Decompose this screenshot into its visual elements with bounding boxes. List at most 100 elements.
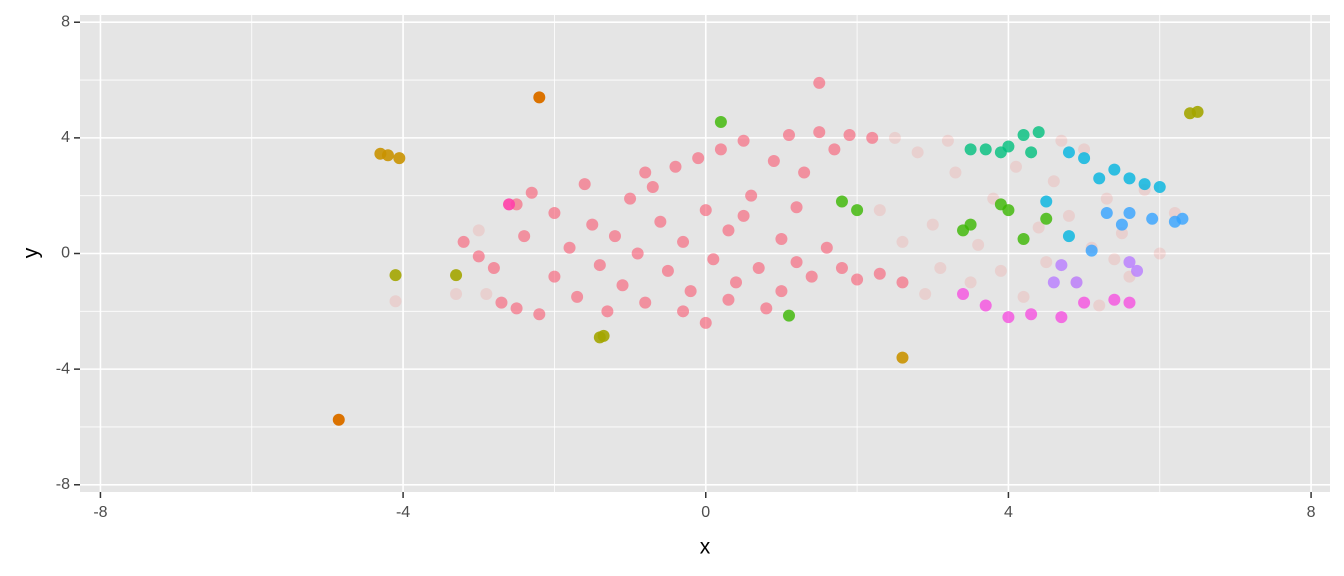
point — [896, 276, 909, 289]
y-tick-label: 4 — [61, 129, 70, 146]
point — [737, 209, 750, 222]
point — [1123, 207, 1136, 220]
point — [389, 269, 402, 282]
point — [1123, 172, 1136, 185]
point — [1055, 311, 1068, 324]
point — [722, 293, 735, 306]
point — [1017, 128, 1030, 141]
point — [722, 224, 735, 237]
point — [714, 143, 727, 156]
point — [1153, 181, 1166, 194]
point — [631, 247, 644, 260]
point — [760, 302, 773, 315]
point — [677, 235, 690, 248]
point — [480, 287, 493, 300]
point — [1040, 256, 1053, 269]
point — [661, 264, 674, 277]
point — [941, 134, 954, 147]
point — [1047, 175, 1060, 188]
point — [503, 198, 516, 211]
point — [593, 259, 606, 272]
point — [873, 267, 886, 280]
point — [1047, 276, 1060, 289]
point — [964, 218, 977, 231]
point — [707, 253, 720, 266]
y-tick-label: 8 — [61, 13, 70, 30]
y-axis-title: y — [20, 247, 43, 258]
point — [699, 316, 712, 329]
x-tick-label: -4 — [396, 504, 410, 521]
point — [571, 290, 584, 303]
point — [699, 204, 712, 217]
point — [692, 152, 705, 165]
point — [381, 149, 394, 162]
x-axis-title: x — [700, 536, 711, 559]
point — [487, 261, 500, 274]
point — [1055, 134, 1068, 147]
point — [586, 218, 599, 231]
point — [495, 296, 508, 309]
point — [919, 287, 932, 300]
point — [1108, 163, 1121, 176]
point — [1040, 212, 1053, 225]
x-tick-label: 8 — [1307, 504, 1316, 521]
point — [1123, 296, 1136, 309]
point — [1108, 293, 1121, 306]
point — [790, 256, 803, 269]
point — [775, 285, 788, 298]
point — [1153, 247, 1166, 260]
point — [896, 351, 909, 364]
point — [639, 166, 652, 179]
point — [677, 305, 690, 318]
point — [972, 238, 985, 251]
point — [608, 230, 621, 243]
point — [964, 143, 977, 156]
point — [813, 76, 826, 89]
point — [1131, 264, 1144, 277]
point — [1093, 172, 1106, 185]
point — [533, 91, 546, 104]
point — [964, 276, 977, 289]
point — [457, 235, 470, 248]
point — [624, 192, 637, 205]
point — [597, 329, 610, 342]
point — [1002, 140, 1015, 153]
point — [873, 204, 886, 217]
point — [782, 309, 795, 322]
point — [1017, 233, 1030, 246]
point — [843, 128, 856, 141]
point — [1078, 143, 1091, 156]
point — [601, 305, 614, 318]
point — [1115, 227, 1128, 240]
point — [926, 218, 939, 231]
point — [1032, 126, 1045, 139]
point — [1191, 105, 1204, 118]
point — [745, 189, 758, 202]
point — [1123, 256, 1136, 269]
point — [979, 143, 992, 156]
point — [949, 166, 962, 179]
point — [851, 273, 864, 286]
point — [1025, 146, 1038, 159]
point — [775, 233, 788, 246]
point — [896, 235, 909, 248]
point — [730, 276, 743, 289]
point — [957, 287, 970, 300]
point — [1002, 311, 1015, 324]
point — [1085, 244, 1098, 257]
point — [994, 264, 1007, 277]
y-tick-label: -8 — [56, 476, 70, 493]
point — [790, 201, 803, 214]
point — [472, 224, 485, 237]
point — [813, 126, 826, 139]
point — [684, 285, 697, 298]
point — [737, 134, 750, 147]
point — [389, 295, 402, 308]
point — [646, 181, 659, 194]
point — [393, 152, 406, 165]
point — [332, 413, 345, 426]
point — [639, 296, 652, 309]
point — [450, 287, 463, 300]
point — [510, 302, 523, 315]
